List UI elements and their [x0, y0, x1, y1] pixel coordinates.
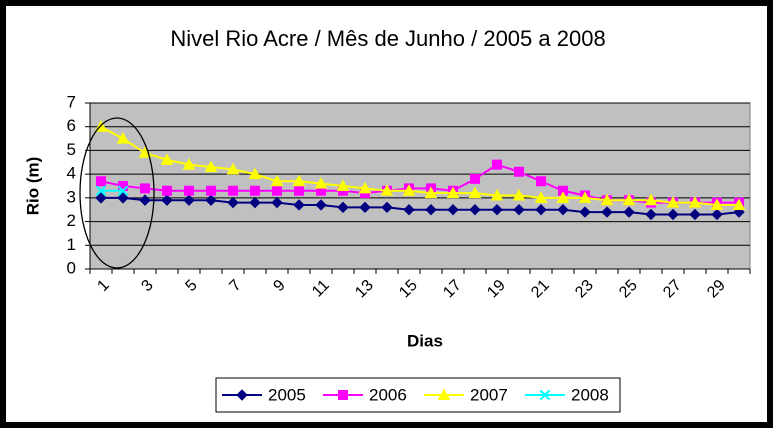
- marker: [557, 204, 569, 216]
- marker: [338, 390, 348, 400]
- marker: [446, 186, 460, 199]
- marker: [184, 185, 194, 196]
- marker: [206, 185, 216, 196]
- marker: [512, 188, 526, 201]
- series-marks: [94, 120, 746, 221]
- marker: [95, 192, 107, 204]
- marker: [271, 196, 283, 209]
- marker: [470, 173, 480, 184]
- marker: [162, 185, 172, 196]
- marker: [403, 204, 415, 216]
- legend-entries: 2005 2006 2007 2008: [222, 385, 609, 404]
- marker: [710, 198, 724, 210]
- marker: [437, 388, 451, 400]
- marker: [447, 204, 459, 216]
- marker: [272, 185, 282, 196]
- marker: [578, 191, 592, 203]
- marker: [292, 174, 306, 187]
- marker: [117, 185, 129, 196]
- y-tick-label: 4: [67, 164, 76, 183]
- marker: [491, 204, 503, 216]
- marker: [514, 166, 524, 177]
- marker: [380, 184, 394, 196]
- marker: [116, 132, 130, 144]
- marker: [424, 186, 438, 199]
- series-line: [100, 125, 739, 206]
- marker: [358, 181, 372, 194]
- marker: [667, 208, 679, 221]
- marker: [293, 199, 305, 211]
- marker: [732, 198, 746, 210]
- marker: [490, 188, 504, 201]
- marker: [227, 196, 239, 209]
- marker: [535, 204, 547, 216]
- marker: [622, 193, 636, 206]
- legend-label: 2008: [571, 385, 609, 404]
- marker: [95, 185, 107, 196]
- marker: [236, 389, 248, 401]
- marker: [711, 208, 723, 221]
- marker: [468, 186, 482, 199]
- y-tick-label: 1: [67, 235, 76, 254]
- marker: [140, 183, 150, 194]
- marker: [314, 177, 328, 189]
- legend-label: 2007: [470, 385, 508, 404]
- marker: [336, 179, 350, 191]
- marker: [183, 194, 195, 206]
- marker: [469, 204, 481, 216]
- marker: [492, 159, 502, 170]
- y-axis-label: Rio (m): [23, 157, 42, 216]
- marker: [182, 158, 196, 170]
- marker: [513, 204, 525, 216]
- marker: [294, 185, 304, 196]
- marker: [161, 194, 173, 206]
- marker: [228, 185, 238, 196]
- marker: [270, 174, 284, 187]
- marker: [117, 192, 129, 204]
- marker: [536, 176, 546, 187]
- legend-label: 2006: [369, 385, 407, 404]
- marker: [226, 162, 240, 175]
- legend-label: 2005: [268, 385, 306, 404]
- marker: [425, 204, 437, 216]
- marker: [337, 201, 349, 214]
- marker: [645, 208, 657, 221]
- y-tick-label: 7: [67, 92, 76, 111]
- y-tick-label: 3: [67, 187, 76, 206]
- marker: [579, 206, 591, 218]
- marker: [689, 208, 701, 221]
- marker: [688, 196, 702, 208]
- y-tick-label: 2: [67, 211, 76, 230]
- marker: [600, 193, 614, 206]
- marker: [205, 194, 217, 206]
- chart-title: Nivel Rio Acre / Mês de Junho / 2005 a 2…: [170, 26, 605, 51]
- marker: [381, 201, 393, 214]
- marker: [248, 167, 262, 180]
- marker: [118, 181, 128, 191]
- marker: [160, 153, 174, 165]
- marker: [96, 176, 106, 187]
- marker: [601, 206, 613, 218]
- marker: [556, 191, 570, 203]
- marker: [644, 193, 658, 206]
- plot-area: [89, 102, 751, 270]
- marker: [666, 196, 680, 208]
- marker: [534, 191, 548, 203]
- marker: [359, 201, 371, 214]
- y-tick-label: 5: [67, 140, 76, 159]
- marker: [139, 194, 151, 206]
- highlight-ellipse: [79, 117, 155, 269]
- marker: [402, 184, 416, 196]
- marker: [315, 199, 327, 211]
- marker: [204, 160, 218, 173]
- marker: [249, 196, 261, 209]
- marker: [539, 389, 551, 401]
- marker: [250, 185, 260, 196]
- y-tick-label: 6: [67, 116, 76, 135]
- marker: [623, 206, 635, 218]
- x-axis-label: Dias: [407, 331, 443, 350]
- y-tick-label: 0: [67, 258, 76, 277]
